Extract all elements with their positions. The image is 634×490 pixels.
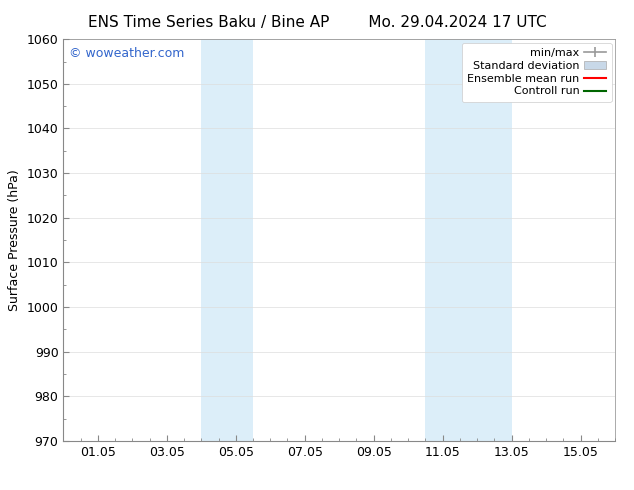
Bar <box>451 39 512 441</box>
Bar <box>227 39 253 441</box>
Bar <box>202 39 227 441</box>
Text: © woweather.com: © woweather.com <box>69 47 184 60</box>
Bar <box>425 39 451 441</box>
Y-axis label: Surface Pressure (hPa): Surface Pressure (hPa) <box>8 169 21 311</box>
Text: ENS Time Series Baku / Bine AP        Mo. 29.04.2024 17 UTC: ENS Time Series Baku / Bine AP Mo. 29.04… <box>87 15 547 30</box>
Legend: min/max, Standard deviation, Ensemble mean run, Controll run: min/max, Standard deviation, Ensemble me… <box>462 43 612 102</box>
